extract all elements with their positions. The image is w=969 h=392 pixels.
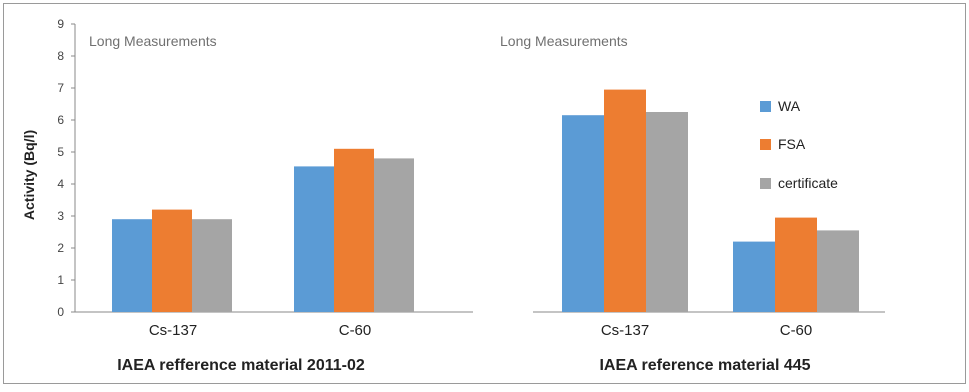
left-x-tick-cs137: Cs-137: [149, 322, 197, 339]
left-x-axis-title: IAEA refference material 2011-02: [117, 357, 365, 374]
right-x-tick-c60: C-60: [780, 322, 813, 339]
bar-wa-cs-137: [562, 115, 604, 312]
bar-certificate-cs-137: [192, 219, 232, 312]
left-subtitle: Long Measurements: [89, 33, 217, 49]
left-y-tick-label: 7: [57, 81, 64, 95]
bar-wa-cs-137: [112, 219, 152, 312]
bar-wa-c-60: [733, 241, 775, 312]
legend-label-fsa: FSA: [778, 136, 806, 152]
left-y-tick-label: 3: [57, 209, 64, 223]
legend-swatch-fsa: [760, 139, 771, 150]
right-subtitle: Long Measurements: [500, 33, 628, 49]
left-y-tick-label: 1: [57, 273, 64, 287]
left-y-tick-label: 6: [57, 113, 64, 127]
legend-swatch-wa: [760, 101, 771, 112]
bar-fsa-cs-137: [152, 209, 192, 312]
left-bars: [112, 148, 414, 312]
right-x-axis-title: IAEA reference material 445: [599, 357, 810, 374]
right-bars: [562, 89, 859, 312]
legend-label-wa: WA: [778, 98, 801, 114]
chart-right: Long Measurements Cs-137 C-60 IAEA refer…: [500, 33, 885, 374]
left-y-tick-label: 5: [57, 145, 64, 159]
left-y-ticks: 0 1 2 3 4 5 6 7 8 9: [57, 17, 75, 319]
bar-certificate-c-60: [374, 158, 414, 312]
bar-fsa-c-60: [775, 217, 817, 312]
y-axis-title: Activity (Bq/l): [21, 130, 37, 220]
legend-label-certificate: certificate: [778, 175, 838, 191]
bar-fsa-c-60: [334, 148, 374, 312]
figure-border: [3, 3, 966, 384]
left-y-tick-label: 8: [57, 49, 64, 63]
right-x-tick-cs137: Cs-137: [601, 322, 649, 339]
legend: WA FSA certificate: [760, 98, 838, 191]
left-y-tick-label: 4: [57, 177, 64, 191]
bar-certificate-c-60: [817, 230, 859, 312]
left-y-tick-label: 9: [57, 17, 64, 31]
left-x-tick-c60: C-60: [339, 322, 372, 339]
bar-wa-c-60: [294, 166, 334, 312]
left-y-tick-label: 2: [57, 241, 64, 255]
bar-fsa-cs-137: [604, 89, 646, 312]
legend-swatch-certificate: [760, 178, 771, 189]
chart-left: Long Measurements Activity (Bq/l) 0 1 2 3 4 5…: [21, 17, 473, 374]
left-y-tick-label: 0: [57, 305, 64, 319]
bar-certificate-cs-137: [646, 112, 688, 312]
